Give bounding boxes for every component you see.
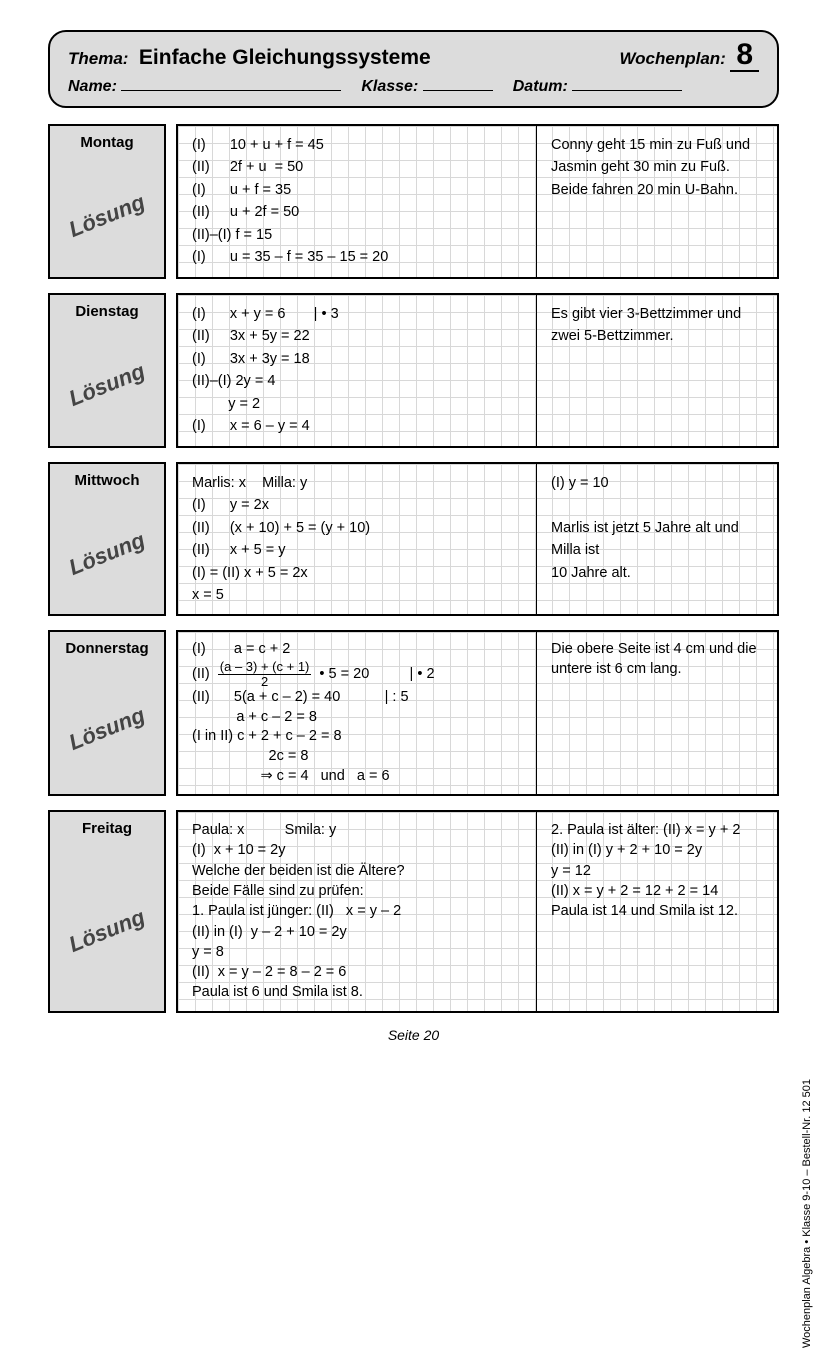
eq-line: (II) (a – 3) + (c + 1)2 • 5 = 20 | • 2 [192,660,526,688]
eq-line: (I) a = c + 2 [192,640,526,660]
day-block-montag: Montag Lösung (I) 10 + u + f = 45 (II) 2… [48,124,779,279]
day-name: Donnerstag [50,632,164,657]
eq-line: (I) u = 35 – f = 35 – 15 = 20 [192,246,526,268]
eq-line: 2c = 8 [192,747,526,767]
eq-line: Welche der beiden ist die Ältere? [192,861,526,881]
eq-line: (II)–(I) f = 15 [192,224,526,246]
eq-line: (I) y = 2x [192,494,526,516]
solution-right: (I) y = 10 Marlis ist jetzt 5 Jahre alt … [537,464,777,615]
day-label: Freitag Lösung [48,810,166,1013]
day-name: Freitag [50,812,164,837]
worksheet-page: Thema: Einfache Gleichungssysteme Wochen… [0,0,827,1063]
losung-stamp: Lösung [65,358,148,412]
solution-left: (I) a = c + 2 (II) (a – 3) + (c + 1)2 • … [178,632,537,794]
day-block-donnerstag: Donnerstag Lösung (I) a = c + 2 (II) (a … [48,630,779,796]
eq-line: (II) in (I) y – 2 + 10 = 2y [192,922,526,942]
day-label: Montag Lösung [48,124,166,279]
eq-line: y = 2 [192,393,526,415]
losung-stamp: Lösung [65,190,148,244]
eq-line: (II) (x + 10) + 5 = (y + 10) [192,517,526,539]
eq-line: y = 8 [192,942,526,962]
content-box: (I) a = c + 2 (II) (a – 3) + (c + 1)2 • … [176,630,779,796]
eq-line: (II) 3x + 5y = 22 [192,325,526,347]
content-box: Marlis: x Milla: y (I) y = 2x (II) (x + … [176,462,779,617]
content-box: (I) x + y = 6 | • 3 (II) 3x + 5y = 22 (I… [176,293,779,448]
day-label: Donnerstag Lösung [48,630,166,796]
solution-left: (I) 10 + u + f = 45 (II) 2f + u = 50 (I)… [178,126,537,277]
fraction: (a – 3) + (c + 1)2 [218,660,312,688]
losung-stamp: Lösung [65,702,148,756]
side-publisher-text: Wochenplan Algebra • Klasse 9-10 – Beste… [801,1079,813,1348]
name-label: Name: [68,78,117,95]
eq-line: (I) u + f = 35 [192,179,526,201]
eq-line: (II)–(I) 2y = 4 [192,370,526,392]
day-label: Dienstag Lösung [48,293,166,448]
name-blank[interactable] [121,78,341,91]
eq-line: (I) x + y = 6 | • 3 [192,303,526,325]
thema-value: Einfache Gleichungssysteme [139,46,431,69]
day-name: Dienstag [50,295,164,320]
solution-right: Die obere Seite ist 4 cm und die untere … [537,632,777,794]
eq-line: Paula: x Smila: y [192,820,526,840]
eq-line: ⇒ c = 4 und a = 6 [192,767,526,787]
solution-left: Marlis: x Milla: y (I) y = 2x (II) (x + … [178,464,537,615]
eq-line: (I) 10 + u + f = 45 [192,134,526,156]
day-block-mittwoch: Mittwoch Lösung Marlis: x Milla: y (I) y… [48,462,779,617]
eq-line: (II) u + 2f = 50 [192,201,526,223]
eq-line: (II) x + 5 = y [192,539,526,561]
klasse-label: Klasse: [361,78,418,95]
eq-line: (I) x + 10 = 2y [192,840,526,860]
header-box: Thema: Einfache Gleichungssysteme Wochen… [48,30,779,108]
losung-stamp: Lösung [65,904,148,958]
solution-right: Conny geht 15 min zu Fuß und Jasmin geht… [537,126,777,277]
eq-line: Beide Fälle sind zu prüfen: [192,881,526,901]
solution-right: 2. Paula ist älter: (II) x = y + 2 (II) … [537,812,777,1011]
day-name: Montag [50,126,164,151]
eq-line: 1. Paula ist jünger: (II) x = y – 2 [192,901,526,921]
eq-line: x = 5 [192,584,526,606]
losung-stamp: Lösung [65,527,148,581]
solution-left: (I) x + y = 6 | • 3 (II) 3x + 5y = 22 (I… [178,295,537,446]
solution-right: Es gibt vier 3-Bettzimmer und zwei 5-Bet… [537,295,777,446]
day-block-freitag: Freitag Lösung Paula: x Smila: y (I) x +… [48,810,779,1013]
content-box: Paula: x Smila: y (I) x + 10 = 2y Welche… [176,810,779,1013]
wochenplan-label: Wochenplan: [619,49,725,68]
day-name: Mittwoch [50,464,164,489]
eq-line: (II) x = y – 2 = 8 – 2 = 6 [192,962,526,982]
eq-line: (I) = (II) x + 5 = 2x [192,562,526,584]
eq-line: (I) 3x + 3y = 18 [192,348,526,370]
page-footer: Seite 20 [48,1027,779,1043]
datum-label: Datum: [513,78,568,95]
klasse-blank[interactable] [423,78,493,91]
eq-line: (I in II) c + 2 + c – 2 = 8 [192,727,526,747]
eq-line: a + c – 2 = 8 [192,708,526,728]
eq-line: Marlis: x Milla: y [192,472,526,494]
eq-line: Paula ist 6 und Smila ist 8. [192,982,526,1002]
content-box: (I) 10 + u + f = 45 (II) 2f + u = 50 (I)… [176,124,779,279]
eq-line: (II) 5(a + c – 2) = 40 | : 5 [192,688,526,708]
datum-blank[interactable] [572,78,682,91]
solution-left: Paula: x Smila: y (I) x + 10 = 2y Welche… [178,812,537,1011]
day-block-dienstag: Dienstag Lösung (I) x + y = 6 | • 3 (II)… [48,293,779,448]
day-label: Mittwoch Lösung [48,462,166,617]
thema-label: Thema: [68,49,128,68]
eq-line: (I) x = 6 – y = 4 [192,415,526,437]
eq-line: (II) 2f + u = 50 [192,156,526,178]
wochenplan-number: 8 [730,40,759,72]
